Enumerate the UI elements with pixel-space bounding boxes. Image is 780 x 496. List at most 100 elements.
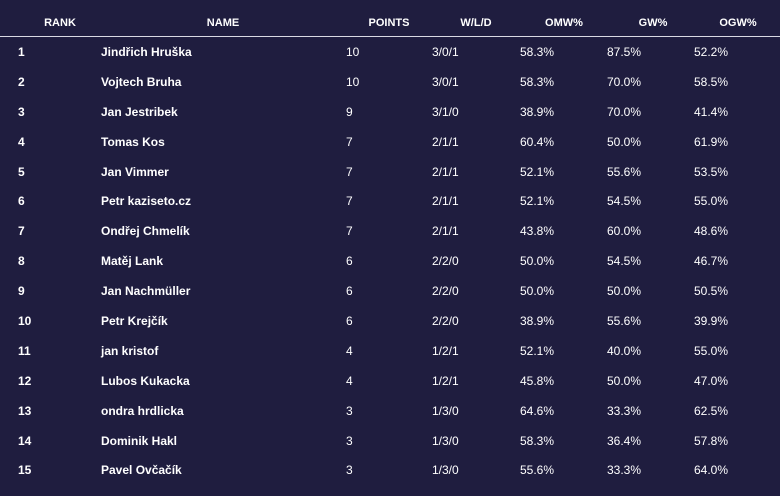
gw-cell: 60.0%: [607, 224, 642, 239]
player-name: jan kristof: [101, 343, 159, 358]
column-header-omw[interactable]: OMW%: [545, 17, 583, 29]
rank-cell: 3: [18, 104, 25, 119]
table-row[interactable]: 9 Jan Nachmüller 6 2/2/0 50.0% 50.0% 50.5%: [0, 276, 780, 306]
omw-cell: 58.3%: [520, 74, 555, 89]
table-row[interactable]: 14 Dominik Hakl 3 1/3/0 58.3% 36.4% 57.8%: [0, 426, 780, 456]
player-name: Pavel Ovčačík: [101, 463, 182, 478]
omw-cell: 38.9%: [520, 314, 555, 329]
rank-cell: 5: [18, 164, 25, 179]
wld-cell: 2/1/1: [432, 164, 459, 179]
wld-cell: 2/1/1: [432, 194, 459, 209]
table-row[interactable]: 7 Ondřej Chmelík 7 2/1/1 43.8% 60.0% 48.6%: [0, 216, 780, 246]
column-header-ogw[interactable]: OGW%: [719, 17, 757, 29]
player-name: ondra hrdlicka: [101, 403, 184, 418]
rank-cell: 8: [18, 254, 25, 269]
points-cell: 4: [346, 343, 353, 358]
player-name: Vojtech Bruha: [101, 74, 182, 89]
points-cell: 7: [346, 164, 353, 179]
rank-cell: 1: [18, 45, 25, 59]
ogw-cell: 47.0%: [694, 373, 729, 388]
points-cell: 6: [346, 314, 353, 329]
table-row[interactable]: 2 Vojtech Bruha 10 3/0/1 58.3% 70.0% 58.5%: [0, 67, 780, 97]
ogw-cell: 52.2%: [694, 45, 729, 59]
column-header-name[interactable]: NAME: [206, 17, 240, 29]
wld-cell: 2/1/1: [432, 224, 459, 239]
gw-cell: 55.6%: [607, 164, 642, 179]
column-header-wld[interactable]: W/L/D: [460, 17, 492, 29]
points-cell: 7: [346, 134, 353, 149]
rank-cell: 11: [18, 343, 31, 358]
omw-cell: 64.6%: [520, 403, 555, 418]
omw-cell: 50.0%: [520, 284, 555, 299]
points-cell: 4: [346, 373, 353, 388]
table-row[interactable]: 10 Petr Krejčík 6 2/2/0 38.9% 55.6% 39.9%: [0, 306, 780, 336]
wld-cell: 1/3/0: [432, 463, 459, 478]
points-cell: 10: [346, 45, 360, 59]
gw-cell: 33.3%: [607, 463, 642, 478]
wld-cell: 1/3/0: [432, 433, 459, 448]
gw-cell: 70.0%: [607, 104, 642, 119]
rank-cell: 9: [18, 284, 25, 299]
omw-cell: 58.3%: [520, 45, 555, 59]
gw-cell: 40.0%: [607, 343, 642, 358]
wld-cell: 3/0/1: [432, 74, 459, 89]
gw-cell: 54.5%: [607, 194, 642, 209]
wld-cell: 1/2/1: [432, 373, 459, 388]
rank-cell: 10: [18, 314, 32, 329]
ogw-cell: 50.5%: [694, 284, 729, 299]
ogw-cell: 46.7%: [694, 254, 729, 269]
ogw-cell: 64.0%: [694, 463, 729, 478]
ogw-cell: 39.9%: [694, 314, 729, 329]
rank-cell: 13: [18, 403, 32, 418]
player-name: Lubos Kukacka: [101, 373, 190, 388]
gw-cell: 50.0%: [607, 134, 642, 149]
gw-cell: 70.0%: [607, 74, 642, 89]
ogw-cell: 62.5%: [694, 403, 729, 418]
omw-cell: 52.1%: [520, 343, 555, 358]
ogw-cell: 41.4%: [694, 104, 729, 119]
column-header-rank[interactable]: RANK: [44, 17, 76, 29]
ogw-cell: 61.9%: [694, 134, 729, 149]
table-row[interactable]: 11 jan kristof 4 1/2/1 52.1% 40.0% 55.0%: [0, 336, 780, 366]
table-row[interactable]: 12 Lubos Kukacka 4 1/2/1 45.8% 50.0% 47.0%: [0, 366, 780, 396]
gw-cell: 36.4%: [607, 433, 642, 448]
rank-cell: 14: [18, 433, 32, 448]
gw-cell: 33.3%: [607, 403, 642, 418]
table-body: 1 Jindřich Hruška 10 3/0/1 58.3% 87.5% 52.2% 2 V…: [0, 37, 780, 485]
ogw-cell: 57.8%: [694, 433, 729, 448]
wld-cell: 1/3/0: [432, 403, 459, 418]
gw-cell: 55.6%: [607, 314, 642, 329]
omw-cell: 43.8%: [520, 224, 555, 239]
points-cell: 3: [346, 403, 353, 418]
table-row[interactable]: 4 Tomas Kos 7 2/1/1 60.4% 50.0% 61.9%: [0, 127, 780, 157]
wld-cell: 3/0/1: [432, 45, 459, 59]
player-name: Jan Nachmüller: [101, 284, 191, 299]
omw-cell: 52.1%: [520, 194, 555, 209]
column-header-gw[interactable]: GW%: [638, 17, 668, 29]
rank-cell: 12: [18, 373, 32, 388]
wld-cell: 2/1/1: [432, 134, 459, 149]
column-header-points[interactable]: POINTS: [368, 17, 410, 29]
ogw-cell: 55.0%: [694, 343, 729, 358]
table-row[interactable]: 15 Pavel Ovčačík 3 1/3/0 55.6% 33.3% 64.0%: [0, 455, 780, 485]
rank-cell: 4: [18, 134, 25, 149]
ogw-cell: 58.5%: [694, 74, 729, 89]
table-row[interactable]: 1 Jindřich Hruška 10 3/0/1 58.3% 87.5% 52.2%: [0, 37, 780, 67]
wld-cell: 2/2/0: [432, 254, 459, 269]
table-row[interactable]: 5 Jan Vimmer 7 2/1/1 52.1% 55.6% 53.5%: [0, 157, 780, 187]
table-row[interactable]: 3 Jan Jestribek 9 3/1/0 38.9% 70.0% 41.4%: [0, 97, 780, 127]
table-header: RANK NAME POINTS W/L/D OMW% GW% OGW%: [0, 0, 780, 37]
table-row[interactable]: 6 Petr kaziseto.cz 7 2/1/1 52.1% 54.5% 55.0%: [0, 186, 780, 216]
player-name: Dominik Hakl: [101, 433, 178, 448]
omw-cell: 52.1%: [520, 164, 555, 179]
table-row[interactable]: 13 ondra hrdlicka 3 1/3/0 64.6% 33.3% 62.5%: [0, 396, 780, 426]
player-name: Ondřej Chmelík: [101, 224, 190, 239]
gw-cell: 50.0%: [607, 373, 642, 388]
player-name: Tomas Kos: [101, 134, 165, 149]
points-cell: 9: [346, 104, 353, 119]
rank-cell: 2: [18, 74, 25, 89]
points-cell: 6: [346, 284, 353, 299]
table-row[interactable]: 8 Matěj Lank 6 2/2/0 50.0% 54.5% 46.7%: [0, 246, 780, 276]
rank-cell: 15: [18, 463, 32, 478]
